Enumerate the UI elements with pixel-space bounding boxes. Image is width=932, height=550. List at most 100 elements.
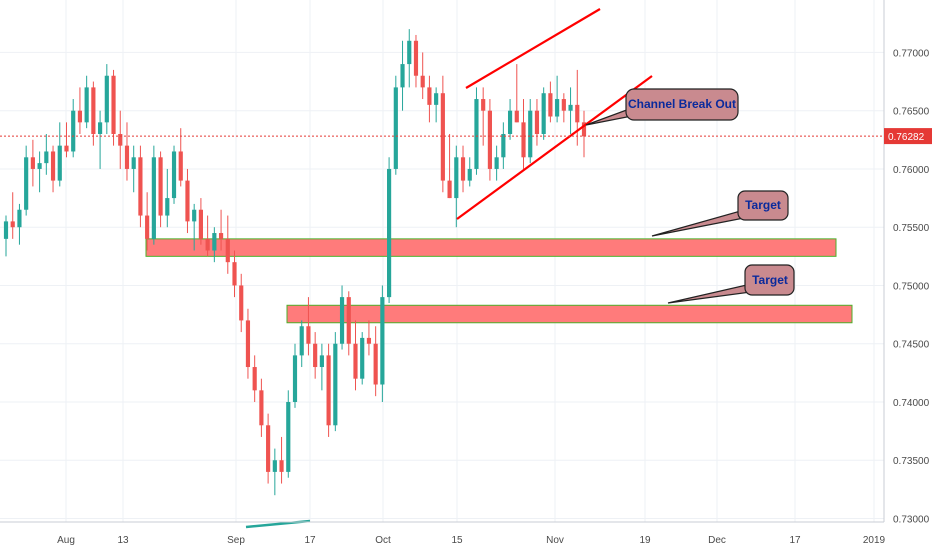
candle-body [501,133,506,158]
y-tick-label: 0.77000 [893,48,930,59]
target-zone-upper [145,238,837,257]
y-tick-label: 0.75000 [893,281,930,292]
x-tick-label: 17 [789,535,801,546]
candle-body [91,87,96,134]
x-tick-label: Nov [546,535,564,546]
candle-body [232,262,237,286]
channel-callout-box [625,88,739,121]
candle-body [326,355,331,426]
candle-body [272,460,277,472]
candle-body [286,401,291,472]
current-price-tag-bg [884,128,932,145]
candle-body [111,75,116,134]
x-tick-label: Aug [57,535,75,546]
candle-body [494,157,499,169]
candle-body [124,145,130,169]
candle-body [346,297,351,344]
x-tick-label: 2019 [863,535,886,546]
candle-body [548,93,553,117]
candle-body [266,425,271,472]
time-axis: Aug 13 Sep 17 Oct 15 Nov 19 Dec 17 2019 [0,521,886,546]
candle-body [339,297,345,344]
candle-body [185,180,190,222]
channel-upper-trendline [465,8,601,89]
candle-body [138,157,143,216]
candle-body [292,355,298,402]
candle-body [487,110,492,169]
candle-body [561,99,566,111]
target-zones [145,238,853,324]
candle-body [568,104,573,111]
candle-body [245,320,251,368]
candle-body [514,110,519,123]
drawings: Channel Break Out Target Target [0,8,884,529]
x-tick-label: Dec [708,535,726,546]
candle-body [333,343,338,426]
candle-body [104,75,109,123]
candle-body [360,337,365,379]
candle-body [192,209,197,222]
candle-body [353,343,358,379]
candle-body [218,233,224,239]
target-1-callout-pointer [651,209,745,237]
target-zone-lower [286,304,853,324]
channel-callout-label: Channel Break Out [628,97,736,111]
candle-body [151,157,156,239]
y-tick-label: 0.74500 [893,340,930,351]
candle-body [299,326,304,356]
candle-body [198,209,203,239]
candle-body [434,93,439,105]
candle-body [319,355,324,368]
candle-body [427,87,432,105]
candles [3,29,587,496]
x-tick-label: 17 [304,535,316,546]
candle-body [521,122,526,158]
candle-body [366,337,372,344]
x-tick-label: 13 [117,535,129,546]
current-price-label: 0.76282 [888,132,925,143]
y-tick-label: 0.76500 [893,107,930,118]
candle-body [413,40,419,76]
candle-body [57,145,62,181]
candle-body [407,40,412,65]
candle-body [50,151,56,181]
y-tick-label: 0.73000 [893,515,930,526]
x-tick-label: 19 [639,535,651,546]
candle-body [10,221,15,228]
candle-body [581,122,587,137]
y-tick-label: 0.73500 [893,456,930,467]
target-2-callout-pointer [667,283,752,304]
candle-body [30,157,35,169]
candle-body [481,99,486,111]
candle-body [400,64,405,88]
candle-body [555,99,560,117]
candle-body [131,157,136,169]
candle-body [17,209,22,228]
candle-body [212,233,217,251]
candle-body [64,145,69,152]
candle-body [467,168,472,181]
candle-body [3,221,9,239]
x-tick-label: 15 [451,535,463,546]
candle-body [420,75,425,88]
candle-body [239,285,244,321]
y-tick-label: 0.76000 [893,165,930,176]
candle-body [171,151,177,199]
candle-body [158,157,163,216]
price-axis: 0.77000 0.76500 0.76000 0.75500 0.75000 0.745… [883,0,930,526]
channel-lower-trendline [456,75,653,220]
candle-body [77,110,83,123]
target-1-callout-box [737,190,789,221]
candle-body [118,133,123,146]
grid-lines [0,0,884,522]
candle-body [373,343,378,385]
candle-body [306,326,311,344]
candle-body [44,151,49,164]
candle-body [279,460,284,472]
candle-body [507,110,513,134]
target-1-callout-label: Target [745,198,781,212]
candle-body [575,104,580,123]
candle-body [387,168,392,298]
